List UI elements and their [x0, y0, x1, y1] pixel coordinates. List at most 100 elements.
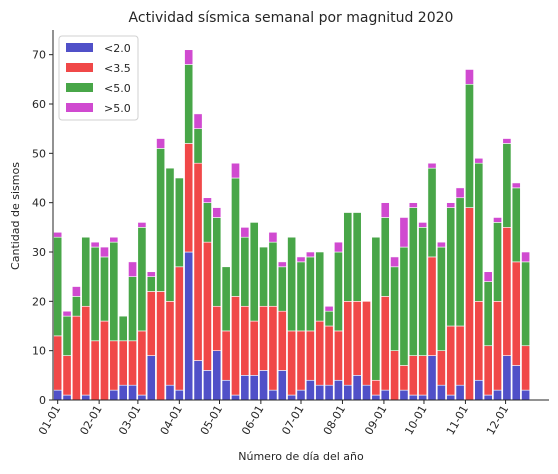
bar-segment-series2-week49 — [502, 143, 512, 228]
bar-segment-series3-week36 — [380, 202, 390, 218]
bar-segment-series2-week43 — [446, 207, 456, 327]
bar-segment-series0-week14 — [174, 389, 184, 401]
bar-segment-series2-week30 — [324, 310, 334, 327]
bar-segment-series2-week45 — [465, 83, 474, 208]
bar-segment-series3-week20 — [231, 162, 240, 179]
bar-segment-series3-week47 — [483, 271, 493, 282]
bar-segment-series2-week37 — [390, 266, 400, 351]
bar-segment-series0-week30 — [324, 384, 334, 401]
bar-segment-series2-week40 — [418, 227, 428, 356]
y-tick-label: 70 — [32, 49, 46, 62]
bar-segment-series1-week51 — [521, 345, 531, 391]
bar-segment-series0-week25 — [277, 370, 287, 401]
bar-segment-series0-week19 — [221, 379, 231, 401]
bar-segment-series3-week15 — [184, 49, 194, 65]
x-tick-label: 11-01 — [444, 403, 471, 437]
bar-segment-series1-week35 — [371, 379, 381, 396]
x-tick-label: 12-01 — [484, 403, 511, 437]
bar-segment-series2-week48 — [493, 222, 502, 302]
bar-segment-series3-week41 — [427, 162, 437, 169]
bar-segment-series2-week10 — [137, 227, 147, 332]
bar-segment-series1-week25 — [277, 310, 287, 371]
bar-segment-series3-week27 — [296, 256, 306, 263]
legend-entry: <3.5 — [104, 62, 131, 75]
y-tick-label: 0 — [39, 394, 46, 407]
bar-segment-series0-week8 — [118, 384, 128, 401]
bar-segment-series0-week15 — [184, 251, 194, 401]
bar-segment-series0-week29 — [315, 384, 325, 401]
bar-segment-series0-week7 — [109, 389, 119, 401]
legend-box — [58, 35, 139, 121]
bar-segment-series2-week33 — [352, 212, 362, 302]
bar-segment-series1-week45 — [465, 207, 474, 401]
legend-entry: >5.0 — [104, 102, 131, 115]
bar-segment-series1-week50 — [511, 261, 521, 366]
y-tick-label: 50 — [32, 147, 46, 160]
bar-segment-series0-week2 — [62, 394, 72, 401]
bar-segment-series2-week6 — [100, 256, 109, 322]
y-axis-label: Cantidad de sismos — [9, 162, 22, 270]
bar-segment-series0-week13 — [165, 384, 175, 401]
legend-swatch — [66, 103, 93, 112]
bar-segment-series0-week40 — [418, 394, 428, 401]
bar-segment-series1-week16 — [193, 162, 203, 361]
bar-segment-series2-week25 — [277, 266, 287, 312]
bar-segment-series1-week7 — [109, 340, 119, 391]
x-tick-label: 01-01 — [36, 403, 63, 437]
bar-segment-series0-week43 — [446, 394, 456, 401]
bar-segment-series0-week44 — [455, 384, 465, 401]
bar-segment-series0-week47 — [483, 394, 493, 401]
bar-segment-series0-week11 — [146, 355, 156, 401]
bar-segment-series0-week10 — [137, 394, 147, 401]
bar-segment-series2-week9 — [128, 276, 137, 342]
bar-segment-series0-week46 — [474, 379, 484, 401]
bar-segment-series2-week13 — [165, 167, 175, 302]
bar-segment-series3-week39 — [408, 202, 418, 208]
bar-segment-series1-week42 — [436, 350, 446, 386]
y-tick-label: 40 — [32, 197, 46, 210]
legend-entry: <2.0 — [104, 42, 131, 55]
bar-segment-series3-week50 — [511, 182, 521, 189]
bar-segment-series0-week26 — [287, 394, 297, 401]
bar-segment-series1-week46 — [474, 301, 484, 381]
y-tick-label: 60 — [32, 98, 46, 111]
bar-segment-series2-week15 — [184, 64, 194, 144]
bar-segment-series0-week9 — [128, 384, 137, 401]
bar-segment-series1-week12 — [156, 291, 166, 401]
bar-segment-series0-week31 — [334, 379, 343, 401]
bar-segment-series0-week18 — [212, 350, 222, 401]
bar-segment-series0-week23 — [259, 370, 268, 401]
bar-segment-series2-week16 — [193, 128, 203, 164]
bars-layer — [53, 49, 531, 401]
x-tick-label: 07-01 — [279, 403, 306, 437]
bar-segment-series0-week1 — [53, 389, 63, 401]
bar-segment-series1-week14 — [174, 266, 184, 391]
bar-segment-series1-week23 — [259, 305, 268, 371]
bar-segment-series3-week12 — [156, 138, 166, 149]
bar-segment-series2-week36 — [380, 217, 390, 297]
y-tick-label: 10 — [32, 345, 46, 358]
bar-segment-series2-week8 — [118, 315, 128, 342]
bar-segment-series0-week33 — [352, 375, 362, 401]
bar-segment-series1-week30 — [324, 325, 334, 386]
chart-title: Actividad sísmica semanal por magnitud 2… — [129, 10, 454, 26]
bar-segment-series1-week5 — [90, 340, 100, 401]
bar-segment-series2-week42 — [436, 246, 446, 351]
bar-segment-series1-week15 — [184, 143, 194, 253]
bar-segment-series0-week38 — [399, 389, 409, 401]
bar-segment-series1-week40 — [418, 355, 428, 396]
bar-segment-series1-week38 — [399, 365, 409, 391]
bar-segment-series3-week48 — [493, 217, 502, 223]
bar-segment-series2-week39 — [408, 207, 418, 356]
x-tick-label: 03-01 — [116, 403, 143, 437]
bar-segment-series3-week51 — [521, 251, 531, 263]
bar-segment-series2-week23 — [259, 246, 268, 307]
bar-segment-series3-week43 — [446, 202, 456, 208]
x-tick-label: 06-01 — [239, 403, 266, 437]
y-tick-label: 30 — [32, 246, 46, 259]
x-tick-label: 09-01 — [362, 403, 389, 437]
bar-segment-series1-week48 — [493, 301, 502, 391]
bar-segment-series1-week4 — [81, 305, 91, 396]
bar-segment-series2-week50 — [511, 187, 521, 263]
bar-segment-series3-week21 — [240, 227, 250, 238]
